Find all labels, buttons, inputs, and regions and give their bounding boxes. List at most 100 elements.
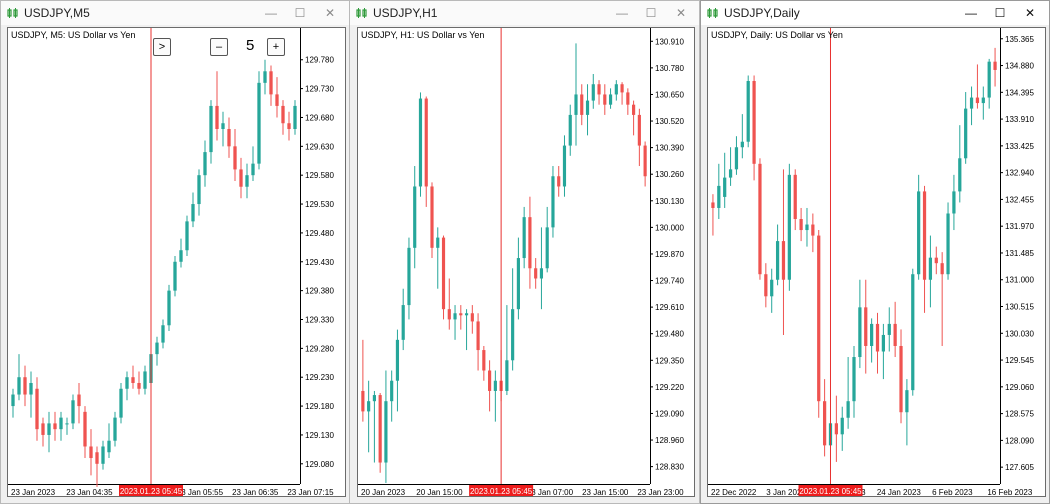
candle-body xyxy=(758,163,762,275)
candle-body xyxy=(817,235,821,402)
candle-body xyxy=(413,186,417,248)
crosshair-time-tag xyxy=(119,485,183,496)
price-chart[interactable]: 135.365 134.880 134.395 133.910 133.425 132.9… xyxy=(707,27,1046,497)
price-tick-label: 129.220 xyxy=(655,383,684,392)
minimize-icon[interactable]: — xyxy=(265,6,277,20)
candlestick-plot[interactable]: 130.910 130.780 130.650 130.520 130.390 130.2… xyxy=(358,28,695,497)
close-icon[interactable]: ✕ xyxy=(675,6,687,20)
candle-body xyxy=(215,105,219,130)
candle-body xyxy=(911,274,915,391)
zoom-out-button[interactable]: – xyxy=(210,38,228,56)
window-title: USDJPY,H1 xyxy=(373,6,438,20)
candle-body xyxy=(870,323,874,346)
price-tick-label: 130.780 xyxy=(655,64,684,73)
candle-body xyxy=(964,108,968,159)
close-icon[interactable]: ✕ xyxy=(1024,6,1036,20)
chart-symbol-label: USDJPY, M5: US Dollar vs Yen xyxy=(11,30,136,40)
candle-body xyxy=(752,80,756,164)
candlestick-plot[interactable]: 129.780 129.730 129.680 129.630 129.580 129.5… xyxy=(8,28,346,497)
candle-body xyxy=(143,371,147,389)
crosshair-time-tag xyxy=(798,485,863,496)
candle-body xyxy=(191,204,195,222)
price-tick-label: 128.960 xyxy=(655,436,684,445)
candlestick-plot[interactable]: 135.365 134.880 134.395 133.910 133.425 132.9… xyxy=(708,28,1046,497)
price-tick-label: 130.030 xyxy=(1005,329,1034,338)
price-tick-label: 130.260 xyxy=(655,170,684,179)
close-icon[interactable]: ✕ xyxy=(324,6,336,20)
candle-body xyxy=(251,163,255,176)
candle-body xyxy=(728,169,733,178)
price-tick-label: 129.545 xyxy=(1005,356,1034,365)
candle-body xyxy=(361,390,365,412)
price-chart[interactable]: 130.910 130.780 130.650 130.520 130.390 130.2… xyxy=(357,27,695,497)
candle-body xyxy=(917,191,921,275)
candlestick-chart-icon xyxy=(707,8,718,18)
price-tick-label: 128.830 xyxy=(655,463,684,472)
candle-body xyxy=(131,377,135,383)
price-tick-label: 129.740 xyxy=(655,277,684,286)
candle-body xyxy=(717,185,721,208)
crosshair-time-label: 2023.01.23 05:45 xyxy=(799,487,862,496)
price-tick-label: 129.180 xyxy=(305,402,334,411)
candle-body xyxy=(840,417,844,435)
candle-body xyxy=(185,221,189,251)
candle-body xyxy=(746,80,750,142)
candlestick-chart-icon xyxy=(7,8,18,18)
candle-body xyxy=(993,61,997,70)
candle-body xyxy=(401,305,405,340)
candle-body xyxy=(987,61,991,98)
candle-body xyxy=(969,97,974,109)
time-tick-label: 24 Jan 2023 xyxy=(877,488,922,497)
candle-body xyxy=(887,323,891,335)
price-tick-label: 128.090 xyxy=(1005,436,1034,445)
price-tick-label: 130.000 xyxy=(655,223,684,232)
maximize-icon[interactable]: ☐ xyxy=(645,6,657,20)
window-title: USDJPY,M5 xyxy=(24,6,90,20)
candle-body xyxy=(585,100,590,115)
candle-body xyxy=(875,323,880,352)
candle-body xyxy=(436,237,440,248)
chart-window-usdjpy-h1[interactable]: USDJPY,H1 — ☐ ✕ 130.910 130.780 130.650 130… xyxy=(349,0,700,504)
candle-body xyxy=(811,224,815,236)
price-tick-label: 129.580 xyxy=(305,171,334,180)
scroll-next-button[interactable]: > xyxy=(153,38,171,56)
crosshair-time-label: 2023.01.23 05:45 xyxy=(470,487,533,496)
price-tick-label: 132.940 xyxy=(1005,169,1034,178)
price-tick-label: 130.520 xyxy=(655,117,684,126)
price-tick-label: 129.060 xyxy=(1005,383,1034,392)
candle-body xyxy=(934,257,938,264)
window-titlebar[interactable]: USDJPY,H1 — ☐ ✕ xyxy=(350,1,699,25)
candle-body xyxy=(197,175,201,205)
candle-body xyxy=(418,98,423,187)
maximize-icon[interactable]: ☐ xyxy=(294,6,306,20)
candle-body xyxy=(221,123,225,130)
time-tick-label: 23 Jan 07:00 xyxy=(527,488,574,497)
candle-body xyxy=(35,388,39,430)
price-chart[interactable]: 129.780 129.730 129.680 129.630 129.580 129.5… xyxy=(7,27,346,497)
price-tick-label: 129.280 xyxy=(305,344,334,353)
candle-body xyxy=(476,321,480,351)
candle-body xyxy=(47,423,51,435)
candle-body xyxy=(858,307,862,358)
maximize-icon[interactable]: ☐ xyxy=(994,6,1006,20)
candle-body xyxy=(822,401,827,446)
candle-body xyxy=(952,191,956,214)
chart-window-usdjpy-daily[interactable]: USDJPY,Daily — ☐ ✕ 135.365 134.880 134.395… xyxy=(700,0,1050,504)
candle-body xyxy=(395,339,400,381)
candle-body xyxy=(125,377,129,389)
chart-window-usdjpy-m5[interactable]: USDJPY,M5 — ☐ ✕ 129.780 129.730 129.680 129… xyxy=(0,0,350,504)
candle-body xyxy=(464,313,469,316)
candle-body xyxy=(905,390,909,413)
candle-body xyxy=(551,176,555,228)
window-titlebar[interactable]: USDJPY,M5 — ☐ ✕ xyxy=(1,1,349,25)
candle-body xyxy=(459,313,463,316)
zoom-in-button[interactable]: + xyxy=(267,38,285,56)
minimize-icon[interactable]: — xyxy=(965,6,977,20)
candle-body xyxy=(29,382,33,395)
minimize-icon[interactable]: — xyxy=(616,6,628,20)
candle-body xyxy=(65,423,69,425)
price-tick-label: 129.080 xyxy=(305,460,334,469)
candle-body xyxy=(470,313,474,322)
window-titlebar[interactable]: USDJPY,Daily — ☐ ✕ xyxy=(701,1,1049,25)
time-tick-label: 20 Jan 15:00 xyxy=(416,488,463,497)
